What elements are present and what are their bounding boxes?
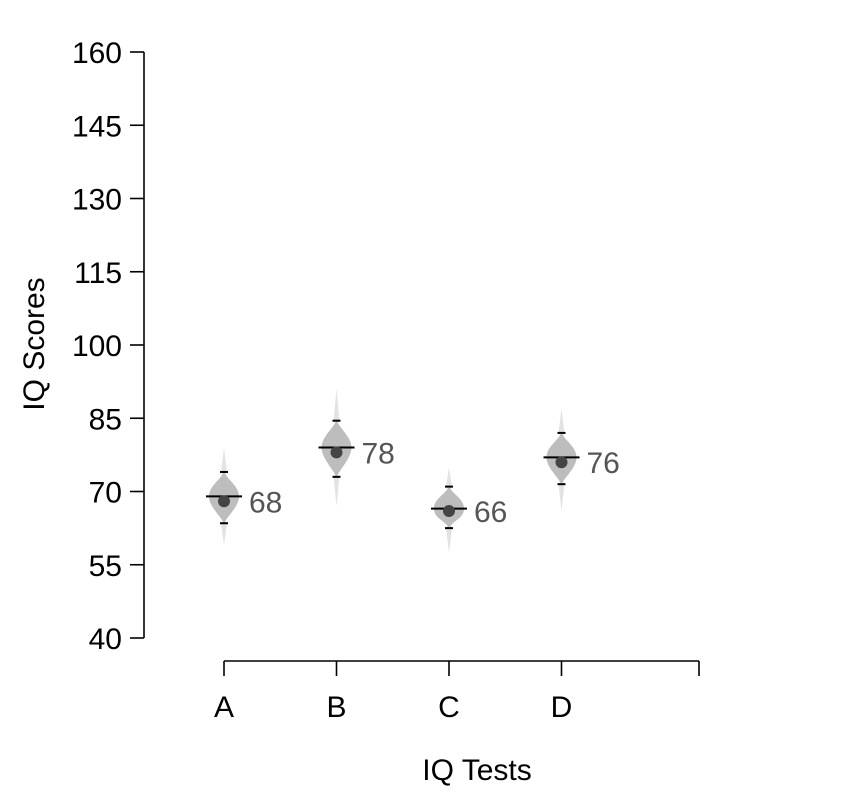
y-tick-label: 55 [89,550,122,583]
x-tick-label: B [326,691,346,724]
x-tick-label: D [551,691,573,724]
density-tail-upper [221,447,227,478]
data-label: 78 [362,437,395,470]
data-label: 66 [474,496,507,529]
data-point [443,505,455,518]
x-axis-title: IQ Tests [422,754,531,787]
y-tick-label: 160 [72,37,122,70]
y-tick-label: 145 [72,110,122,143]
estimate-group: 68 [206,447,282,546]
estimate-group: 76 [543,408,620,512]
data-marks: 68 78 66 76 [206,388,620,553]
y-tick-label: 40 [89,623,122,656]
data-point [218,495,230,508]
x-axis: A B C D [214,660,700,724]
x-tick-label: A [214,691,234,724]
density-tail-lower [558,478,565,512]
data-label: 68 [249,486,282,519]
data-point [330,446,343,459]
y-tick-label: 115 [74,257,122,290]
density-tail-upper [558,408,565,439]
data-label: 76 [587,447,620,480]
y-axis-title: IQ Scores [18,277,51,410]
density-tail-lower [333,470,340,507]
estimate-group: 78 [318,388,395,507]
y-tick-label: 85 [89,403,122,436]
density-tail-lower [446,522,452,553]
y-tick-label: 130 [72,184,122,217]
estimate-group: 66 [431,467,507,553]
density-tail-upper [333,388,340,427]
data-point [555,456,568,469]
x-tick-label: C [438,691,460,724]
y-axis: 40 55 70 85 100 115 130 145 160 [72,37,145,656]
y-tick-label: 70 [89,477,122,510]
y-tick-label: 100 [72,330,122,363]
